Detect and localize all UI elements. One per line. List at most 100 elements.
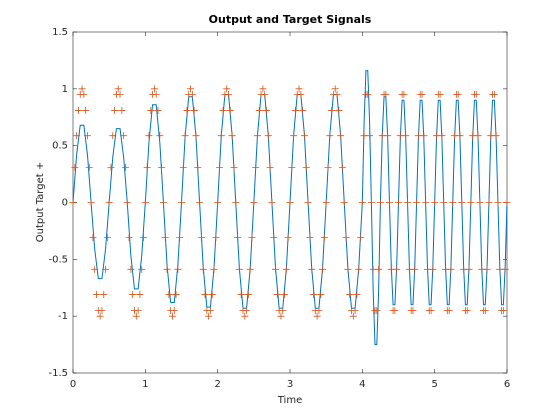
target-marker <box>205 312 213 320</box>
target-marker <box>71 163 79 171</box>
target-marker <box>212 234 220 242</box>
target-marker <box>261 90 269 98</box>
target-marker <box>328 107 336 115</box>
target-marker <box>436 90 444 98</box>
target-marker <box>273 290 281 298</box>
target-marker <box>161 234 169 242</box>
target-marker <box>116 90 124 98</box>
y-tick-label: -1 <box>58 311 68 322</box>
target-marker <box>440 199 448 206</box>
target-marker <box>279 307 287 315</box>
target-marker <box>197 234 205 242</box>
target-marker <box>342 234 350 242</box>
target-marker <box>291 107 299 115</box>
target-marker <box>485 199 493 206</box>
target-marker <box>118 107 126 115</box>
target-marker <box>319 265 327 273</box>
target-marker <box>411 265 419 273</box>
target-marker <box>217 132 225 140</box>
target-marker <box>364 90 372 98</box>
target-marker <box>170 307 178 315</box>
target-marker <box>85 163 93 171</box>
target-marker <box>458 199 466 206</box>
target-marker <box>208 290 216 298</box>
target-marker <box>449 199 457 206</box>
target-marker <box>367 199 375 206</box>
target-marker <box>300 132 308 140</box>
target-marker <box>333 90 341 98</box>
target-marker <box>420 132 428 140</box>
target-marker <box>272 265 280 273</box>
target-marker <box>344 265 352 273</box>
target-marker <box>499 307 507 315</box>
target-marker <box>391 307 399 315</box>
target-marker <box>187 85 195 93</box>
target-marker <box>156 132 164 140</box>
target-marker <box>181 132 189 140</box>
y-tick-label: 0.5 <box>52 141 68 152</box>
target-marker <box>91 265 99 273</box>
target-marker <box>262 107 270 115</box>
target-marker <box>422 199 430 206</box>
target-marker <box>228 132 236 140</box>
target-marker <box>178 199 185 206</box>
target-marker <box>190 107 198 115</box>
target-marker <box>243 307 251 315</box>
target-marker <box>234 234 242 242</box>
target-marker <box>290 132 298 140</box>
target-marker <box>74 107 82 115</box>
target-marker <box>326 132 334 140</box>
target-marker <box>268 199 276 206</box>
target-marker <box>165 290 173 298</box>
target-marker <box>73 132 81 140</box>
target-marker <box>418 90 426 98</box>
target-marker <box>465 265 473 273</box>
target-marker <box>277 312 285 320</box>
target-marker <box>259 85 267 93</box>
target-marker <box>246 265 254 273</box>
target-marker <box>226 107 234 115</box>
y-tick-label: 1.5 <box>52 27 68 38</box>
target-marker <box>179 163 187 171</box>
target-marker <box>282 265 290 273</box>
target-marker <box>288 163 296 171</box>
target-marker <box>358 199 366 206</box>
target-marker <box>476 199 484 206</box>
target-marker <box>174 265 182 273</box>
target-marker <box>400 90 408 98</box>
target-marker <box>87 199 95 206</box>
target-marker <box>194 163 202 171</box>
target-marker <box>138 265 146 273</box>
target-marker <box>230 163 238 171</box>
y-axis-label: Output Target + <box>35 162 46 242</box>
x-tick-label: 0 <box>70 379 76 390</box>
target-marker <box>445 307 453 315</box>
target-marker <box>252 163 260 171</box>
target-marker <box>481 307 489 315</box>
target-marker <box>159 199 167 206</box>
target-marker <box>82 107 90 115</box>
target-marker <box>107 163 115 171</box>
target-marker <box>331 85 339 93</box>
target-marker <box>322 199 330 206</box>
target-marker <box>255 107 263 115</box>
target-marker <box>152 90 160 98</box>
target-marker <box>447 265 455 273</box>
target-marker <box>223 85 231 93</box>
target-marker <box>121 163 129 171</box>
target-marker <box>438 132 446 140</box>
target-marker <box>145 132 153 140</box>
target-marker <box>402 132 410 140</box>
target-marker <box>232 199 240 206</box>
target-marker <box>335 107 343 115</box>
target-marker <box>492 132 500 140</box>
target-marker <box>373 307 381 315</box>
target-marker <box>304 199 312 206</box>
target-marker <box>214 199 222 206</box>
x-tick-label: 5 <box>431 379 437 390</box>
target-marker <box>168 312 176 320</box>
y-tick-label: 0 <box>62 198 68 209</box>
target-marker <box>120 132 128 140</box>
target-marker <box>154 107 162 115</box>
